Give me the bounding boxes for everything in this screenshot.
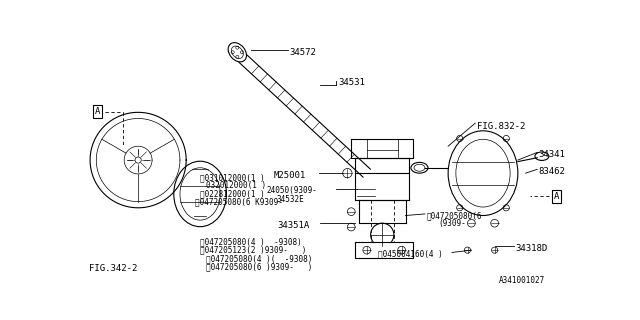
Polygon shape: [351, 139, 413, 158]
Text: Ⓝ047205080(6 K9309-: Ⓝ047205080(6 K9309-: [195, 198, 283, 207]
Text: Ⓜ047205080(4 )(  -9308): Ⓜ047205080(4 )( -9308): [205, 254, 312, 263]
Text: 34532E: 34532E: [276, 195, 304, 204]
Text: Ⓜ031012000(1 ): Ⓜ031012000(1 ): [200, 173, 265, 182]
Text: 34351A: 34351A: [278, 221, 310, 230]
Text: Ⓜ022812000(1 ): Ⓜ022812000(1 ): [200, 189, 265, 198]
Text: 34341: 34341: [539, 150, 566, 159]
Text: 34531: 34531: [338, 78, 365, 87]
Text: A: A: [554, 192, 559, 201]
Text: M25001: M25001: [274, 171, 306, 180]
Text: 24050(9309-: 24050(9309-: [266, 186, 317, 195]
Text: FIG.342-2: FIG.342-2: [90, 264, 138, 273]
Text: Ⓜ047205123(2 )9309-   ): Ⓜ047205123(2 )9309- ): [200, 245, 307, 254]
Text: A341001027: A341001027: [499, 276, 545, 284]
Text: (9309-: (9309-: [438, 219, 466, 228]
Polygon shape: [355, 243, 413, 258]
Text: 83462: 83462: [539, 167, 566, 176]
Text: 34318D: 34318D: [516, 244, 548, 253]
Text: Ⓜ045004160(4 ): Ⓜ045004160(4 ): [378, 249, 443, 258]
Text: 34572: 34572: [289, 48, 316, 57]
Text: A: A: [94, 107, 100, 116]
Text: Ⓜ047205080(6 )9309-   ): Ⓜ047205080(6 )9309- ): [205, 262, 312, 271]
Text: FIG.832-2: FIG.832-2: [477, 122, 525, 131]
Text: Ⓜ047205080(4 )  -9308): Ⓜ047205080(4 ) -9308): [200, 237, 302, 246]
Text: Ⓜ047205080(6: Ⓜ047205080(6: [426, 211, 482, 220]
Text: 032012000(1 ): 032012000(1 ): [205, 181, 266, 190]
